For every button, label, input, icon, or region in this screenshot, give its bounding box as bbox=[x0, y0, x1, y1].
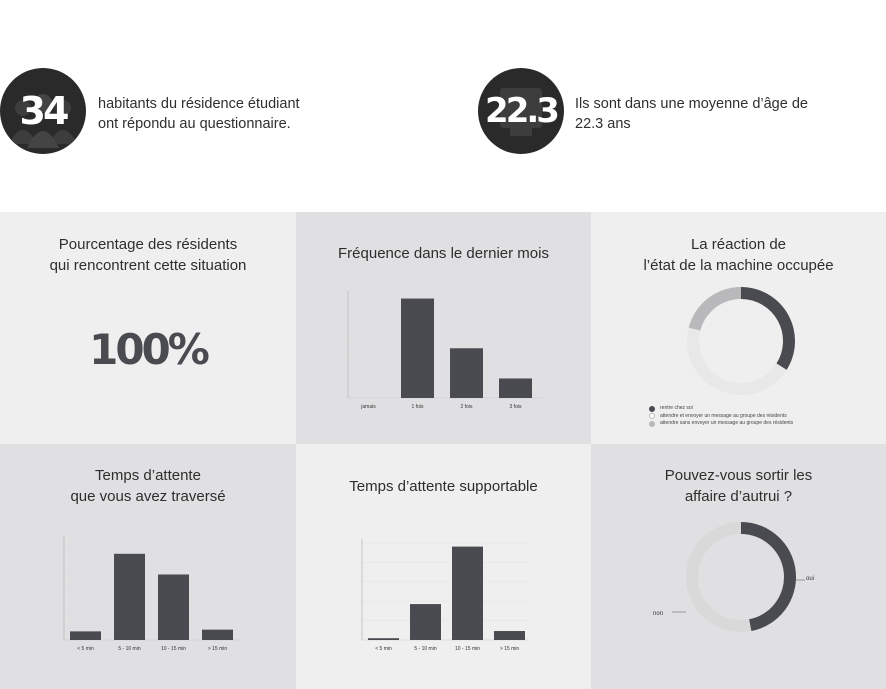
legend-marker bbox=[649, 413, 655, 420]
reaction-legend: rentre chez soi attendre et envoyer un me… bbox=[649, 405, 793, 428]
panel-sortir: Pouvez-vous sortir les affaire d’autrui … bbox=[591, 444, 886, 689]
people-icon: 34 bbox=[0, 68, 86, 154]
percentage-value: 100% bbox=[89, 325, 210, 374]
panel-percentage: Pourcentage des résidents qui rencontren… bbox=[0, 212, 296, 444]
panel-wait-time: Temps d’attente que vous avez traversé <… bbox=[0, 444, 296, 689]
panel-title-line: Fréquence dans le dernier mois bbox=[338, 245, 549, 262]
stat-text-line: Ils sont dans une moyenne d’âge de bbox=[575, 96, 808, 112]
bar bbox=[410, 604, 441, 640]
x-tick-label: 3 fois bbox=[510, 404, 522, 410]
frequency-bar-chart: jamais 1 fois 2 fois 3 fois bbox=[347, 291, 544, 410]
x-tick-label: < 5 min bbox=[77, 646, 94, 652]
panel-supportable-time: Temps d’attente supportable < 5 min 5 - 1… bbox=[296, 444, 591, 689]
slice-label: non bbox=[653, 611, 663, 617]
panel-title: La réaction de l’état de la machine occu… bbox=[591, 234, 886, 276]
panel-title-line: Temps d’attente bbox=[95, 467, 201, 484]
bar bbox=[368, 638, 399, 640]
panel-title-line: l’état de la machine occupée bbox=[643, 257, 834, 274]
x-tick-label: 2 fois bbox=[461, 404, 473, 410]
stat-text-line: habitants du résidence étudiant bbox=[98, 96, 300, 112]
reaction-donut-chart bbox=[687, 287, 795, 395]
donut-slice bbox=[741, 522, 796, 632]
bar bbox=[401, 298, 434, 398]
panel-title-line: Temps d’attente supportable bbox=[349, 478, 538, 495]
sortir-donut-chart: oui non bbox=[653, 522, 814, 632]
stat-text-line: 22.3 ans bbox=[575, 116, 631, 132]
stat-text-line: ont répondu au questionnaire. bbox=[98, 116, 291, 132]
stat-respondents: 34 habitants du résidence étudiant ont r… bbox=[0, 68, 440, 156]
stat-respondents-value: 34 bbox=[19, 89, 70, 133]
bar bbox=[450, 348, 483, 398]
panel-title: Temps d’attente supportable bbox=[296, 476, 591, 497]
bar bbox=[499, 378, 532, 398]
panel-frequency: Fréquence dans le dernier mois jamais 1 f… bbox=[296, 212, 591, 444]
stat-respondents-text: habitants du résidence étudiant ont répo… bbox=[98, 94, 300, 134]
panel-title-line: affaire d’autrui ? bbox=[684, 488, 793, 505]
bar bbox=[158, 574, 189, 640]
legend-item: attendre et envoyer un message au groupe… bbox=[649, 413, 793, 421]
legend-label: attendre sans envoyer un message au grou… bbox=[660, 420, 794, 426]
bar bbox=[202, 629, 233, 640]
legend-item: rentre chez soi bbox=[649, 405, 793, 413]
stat-average-age: 22.3 Ils sont dans une moyenne d’âge de … bbox=[478, 68, 878, 156]
legend-item: attendre sans envoyer un message au grou… bbox=[649, 420, 793, 428]
stat-average-age-text: Ils sont dans une moyenne d’âge de 22.3 … bbox=[575, 94, 808, 134]
x-tick-label: 5 - 10 min bbox=[118, 646, 140, 652]
panel-reaction: La réaction de l’état de la machine occu… bbox=[591, 212, 886, 444]
legend-label: attendre et envoyer un message au groupe… bbox=[660, 412, 787, 419]
panel-title: Pouvez-vous sortir les affaire d’autrui … bbox=[591, 465, 886, 507]
x-tick-label: < 5 min bbox=[375, 646, 392, 652]
stat-average-age-value: 22.3 bbox=[485, 91, 560, 131]
donut-slice bbox=[741, 287, 795, 370]
panel-title-line: qui rencontrent cette situation bbox=[49, 257, 247, 274]
x-tick-label: 5 - 10 min bbox=[414, 646, 436, 652]
x-tick-label: jamais bbox=[360, 404, 376, 410]
donut-slice bbox=[688, 287, 741, 331]
bar bbox=[70, 631, 101, 640]
x-tick-label: 10 - 15 min bbox=[455, 646, 480, 652]
legend-marker bbox=[649, 405, 655, 412]
panel-title-line: Pourcentage des résidents bbox=[58, 236, 238, 253]
x-tick-label: 10 - 15 min bbox=[161, 646, 186, 652]
bar bbox=[114, 553, 145, 640]
panel-title-line: que vous avez traversé bbox=[70, 488, 226, 505]
legend-label: rentre chez soi bbox=[660, 405, 693, 411]
x-tick-label: > 15 min bbox=[500, 646, 520, 652]
wait-time-bar-chart: < 5 min 5 - 10 min 10 - 15 min > 15 min bbox=[63, 536, 240, 652]
panel-title-line: Pouvez-vous sortir les bbox=[664, 467, 813, 484]
panel-title: Temps d’attente que vous avez traversé bbox=[0, 465, 296, 507]
donut-slice bbox=[686, 522, 752, 632]
legend-marker bbox=[649, 420, 655, 427]
calendar-icon: 22.3 bbox=[478, 68, 564, 154]
slice-label: oui bbox=[806, 576, 814, 582]
x-tick-label: > 15 min bbox=[208, 646, 228, 652]
panel-title: Fréquence dans le dernier mois bbox=[296, 243, 591, 264]
panel-title-line: La réaction de bbox=[690, 236, 787, 253]
x-tick-label: 1 fois bbox=[412, 404, 424, 410]
supportable-time-bar-chart: < 5 min 5 - 10 min 10 - 15 min > 15 min bbox=[361, 539, 529, 652]
bar bbox=[452, 546, 483, 640]
panel-title: Pourcentage des résidents qui rencontren… bbox=[0, 234, 296, 276]
donut-slice bbox=[687, 327, 787, 395]
bar bbox=[494, 631, 525, 640]
